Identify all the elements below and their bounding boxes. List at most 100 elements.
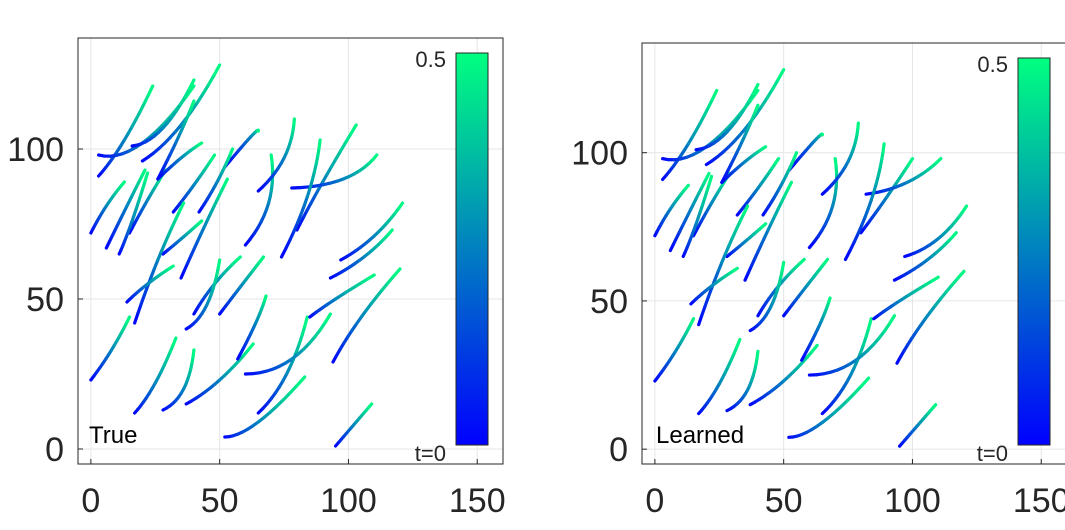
trajectory-segment [207,73,216,87]
trajectory-segment [934,157,943,165]
trajectory-segment [827,296,832,303]
trajectory-segment [887,314,897,326]
trajectory-segment [697,313,704,327]
trajectory [843,142,886,262]
trajectory-segment [367,402,374,409]
y-tick-label: 0 [609,431,628,469]
trajectory [331,267,402,364]
trajectory [89,315,132,382]
axes-frame [77,37,504,465]
colorbar: 0.5 t=0 [415,47,489,466]
x-tick-label: 100 [320,482,377,520]
trajectory [820,121,860,196]
trajectory-segment [754,104,764,117]
trajectory-segment [931,403,938,410]
trajectory [735,157,781,217]
trajectory [820,317,873,416]
trajectory [681,174,714,259]
colorbar-min-label: t=0 [977,441,1008,466]
trajectory-segment [950,231,958,239]
trajectory-segment [700,304,707,317]
trajectory-segment [190,99,196,108]
trajectory-segment [754,103,760,112]
trajectory-segment [263,294,268,301]
trajectory [668,171,711,253]
trajectory-segment [187,78,196,91]
trajectory-segment [956,269,966,280]
trajectory [892,231,958,282]
trajectory-segment [323,312,333,324]
trajectory [308,273,376,319]
trajectory [243,153,275,247]
trajectory [97,84,155,178]
trajectory-segment [833,157,838,168]
trajectory-segment [771,78,780,91]
y-tick-label: 100 [7,131,64,169]
axes: 0 50 100 150 0 50 100 [7,37,506,520]
axes-frame [641,42,1065,465]
trajectory [125,264,175,304]
trajectory [782,257,830,318]
trajectory [872,275,940,321]
trajectory-segment [161,114,173,126]
trajectory [236,294,268,361]
trajectory-segment [288,383,299,395]
trajectory-segment [773,157,781,165]
trajectory [653,183,690,238]
axes: 0 50 100 150 0 50 100 [571,42,1065,520]
trajectory-segment [761,145,768,151]
trajectory [691,171,732,238]
trajectory [897,403,938,448]
trajectory-segment [279,246,288,259]
trajectory-segment [133,312,140,325]
trajectory-segment [822,257,830,266]
trajectory [223,375,307,439]
x-tick-label: 150 [449,482,506,520]
trajectory-segment [140,168,147,177]
trajectory-segment [120,180,126,187]
trajectory-segment [786,180,793,191]
trajectory-segment [212,63,222,77]
trajectory-segment [216,258,222,270]
panel-learned: 0 50 100 150 0 50 100 Learned 0.5 t=0 [571,42,1065,520]
trajectory [720,103,760,184]
trajectory-segment [292,117,296,127]
trajectory-segment [171,336,178,347]
trajectory-segment [284,237,292,250]
trajectory-segment [689,317,696,326]
trajectory [800,296,832,362]
trajectory-segment [167,264,175,271]
trajectory [171,153,217,214]
trajectory-segment [371,153,379,161]
colorbar-min-label: t=0 [415,441,446,466]
colorbar-gradient [1017,57,1051,446]
trajectory-segment [755,349,760,360]
panel-label: True [89,422,137,449]
trajectory [748,343,819,407]
trajectory-segment [246,342,255,352]
trajectory [156,99,196,181]
trajectory [218,255,266,316]
trajectory [748,260,786,333]
trajectory-segment [710,88,719,101]
trajectory-segment [735,337,742,349]
trajectory-segment [339,140,348,153]
panel-label: Learned [656,422,744,449]
trajectory-segment [731,266,739,273]
trajectory-segment [780,260,786,272]
trajectory [279,138,322,259]
trajectory-segment [295,375,307,387]
trajectory [787,376,871,439]
trajectories [89,63,405,448]
trajectory [339,201,405,262]
trajectory-segment [125,315,132,324]
trajectory-segment [759,96,769,109]
trajectory [661,88,719,181]
trajectory [689,266,739,306]
trajectory-segment [961,204,969,214]
trajectory-segment [228,147,235,156]
colorbar-max-label: 0.5 [415,47,446,72]
trajectory-segment [146,84,155,97]
trajectory-segment [845,392,856,403]
